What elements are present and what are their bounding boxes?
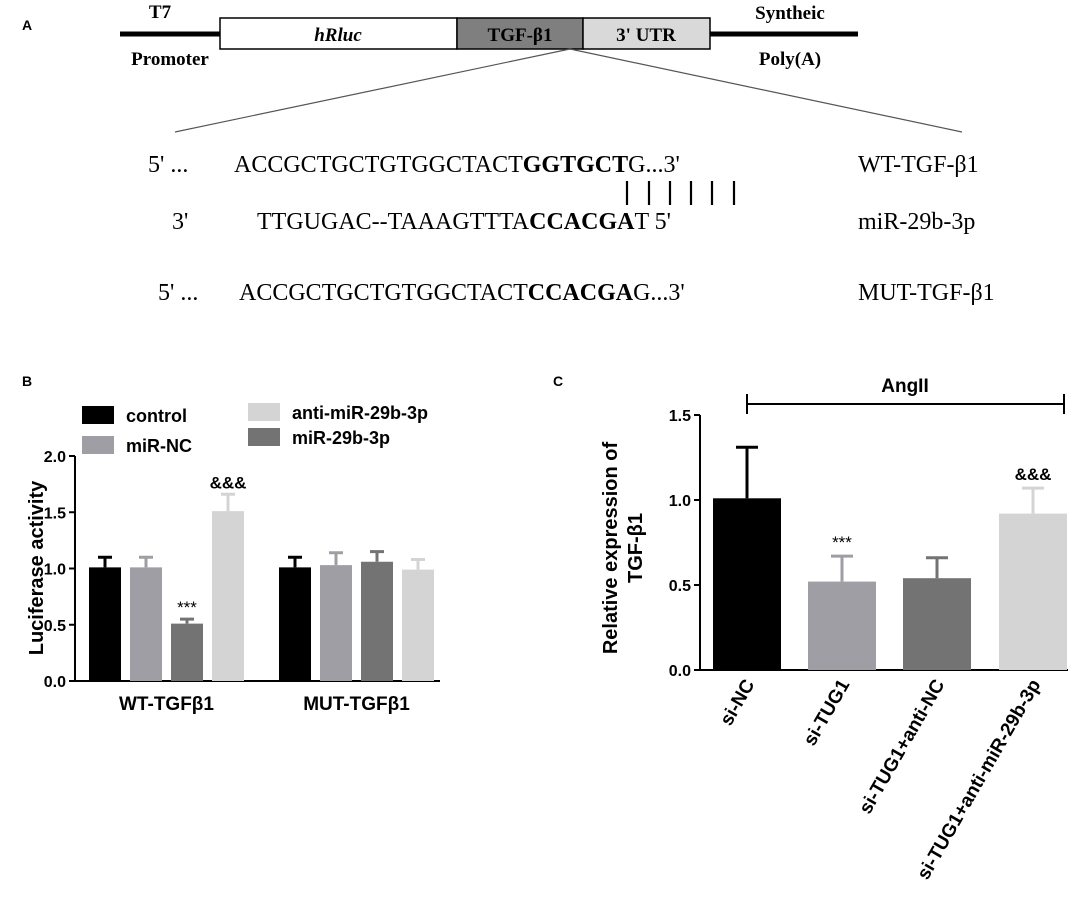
c-annotation: &&& <box>1015 465 1052 484</box>
b-legend-label-mir-29b-3p: miR-29b-3p <box>292 428 390 448</box>
b-legend-label-control: control <box>126 406 187 426</box>
mir-sequence: TTGUGAC--TAAAGTTTACCACGAT 5' <box>257 209 671 235</box>
b-x-category-label: WT-TGFβ1 <box>119 694 214 715</box>
hrluc-label: hRluc <box>314 25 362 46</box>
b-bar-mut-tgf-1-anti-mir-29b-3p <box>402 569 434 681</box>
zoom-line-left <box>174 48 571 133</box>
b-y-tick-label: 0.0 <box>44 674 66 691</box>
c-y-tick-label: 0.5 <box>669 578 691 595</box>
b-bar-wt-tgf-1-mir-29b-3p <box>171 623 203 681</box>
c-x-category-label: si-NC <box>716 676 759 730</box>
c-y-tick-label: 1.0 <box>669 493 691 510</box>
polya-label: Poly(A) <box>759 49 821 70</box>
b-y-tick-label: 1.0 <box>44 562 66 579</box>
c-annotation: *** <box>832 533 852 552</box>
c-x-category-label: si-TUG1 <box>800 676 855 750</box>
b-bar-mut-tgf-1-mir-29b-3p <box>361 561 393 681</box>
b-bar-mut-tgf-1-mir-nc <box>320 565 352 681</box>
c-bar-si-tug1-anti-nc <box>903 578 971 670</box>
b-bar-wt-tgf-1-control <box>89 567 121 681</box>
c-y-tick-label: 0.0 <box>669 663 691 680</box>
t7-label: T7 <box>149 2 172 23</box>
mut-sequence: ACCGCTGCTGTGGCTACTCCACGAG...3' <box>239 280 685 306</box>
wt-label: WT-TGF-β1 <box>858 152 979 178</box>
c-y-axis-label-line1: Relative expression of <box>600 442 622 655</box>
b-legend-swatch-control <box>82 406 114 424</box>
c-bar-si-tug1 <box>808 581 876 670</box>
tgf-beta1-label: TGF-β1 <box>488 25 553 46</box>
c-y-axis-label-line2: TGF-β1 <box>625 513 647 583</box>
wt-sequence: ACCGCTGCTGTGGCTACTGGTGCTG...3' <box>234 152 680 178</box>
utr-box <box>582 17 711 50</box>
construct-diagram: T7 Promoter hRluc TGF-β1 3' UTR Syntheic… <box>120 2 963 133</box>
chart-luciferase: Luciferase activity 0.0 0.5 1.0 1.5 2.0 *** &&… <box>26 449 440 715</box>
utr-label: 3' UTR <box>616 25 676 46</box>
panel-label-c: C <box>553 373 563 389</box>
chart-tgf-expression: Relative expression of TGF-β1 AngII 0.0 0… <box>600 376 1068 884</box>
b-legend-swatch-anti-mir-29b-3p <box>248 403 280 421</box>
b-y-tick-label: 1.5 <box>44 505 66 522</box>
zoom-line-right <box>569 48 963 133</box>
b-y-tick-label: 2.0 <box>44 449 66 466</box>
b-y-axis-label: Luciferase activity <box>26 480 48 655</box>
mut-prefix: 5' ... <box>158 280 198 306</box>
b-bar-mut-tgf-1-control <box>279 567 311 681</box>
b-y-tick-label: 0.5 <box>44 618 66 635</box>
chart-b-legend: control anti-miR-29b-3p miR-NC miR-29b-3p <box>82 403 428 456</box>
panel-label-a: A <box>22 17 32 33</box>
mir-label: miR-29b-3p <box>858 209 975 235</box>
angii-bracket <box>746 394 1065 414</box>
promoter-label: Promoter <box>131 49 209 70</box>
b-annotation: &&& <box>210 473 247 492</box>
b-x-category-label: MUT-TGFβ1 <box>303 694 410 715</box>
sequence-alignment: 5' ... ACCGCTGCTGTGGCTACTGGTGCTG...3' WT… <box>148 152 995 306</box>
mir-prefix: 3' <box>172 209 188 235</box>
c-x-category-label: si-TUG1+anti-NC <box>855 676 949 818</box>
b-bar-wt-tgf-1-mir-nc <box>130 567 162 681</box>
c-bar-si-tug1-anti-mir-29b-3p <box>999 513 1067 670</box>
c-bar-si-nc <box>713 498 781 670</box>
b-annotation: *** <box>177 598 197 617</box>
angii-label: AngII <box>881 376 929 397</box>
wt-prefix: 5' ... <box>148 152 188 178</box>
b-legend-label-mir-nc: miR-NC <box>126 436 192 456</box>
b-legend-swatch-mir-nc <box>82 436 114 454</box>
panel-label-b: B <box>22 373 32 389</box>
syntheic-label: Syntheic <box>755 3 825 24</box>
b-legend-label-anti-mir-29b-3p: anti-miR-29b-3p <box>292 403 428 423</box>
base-pairing-ticks <box>625 181 736 205</box>
mut-label: MUT-TGF-β1 <box>858 280 995 306</box>
b-bar-wt-tgf-1-anti-mir-29b-3p <box>212 511 244 681</box>
b-legend-swatch-mir-29b-3p <box>248 428 280 446</box>
c-y-tick-label: 1.5 <box>669 408 691 425</box>
